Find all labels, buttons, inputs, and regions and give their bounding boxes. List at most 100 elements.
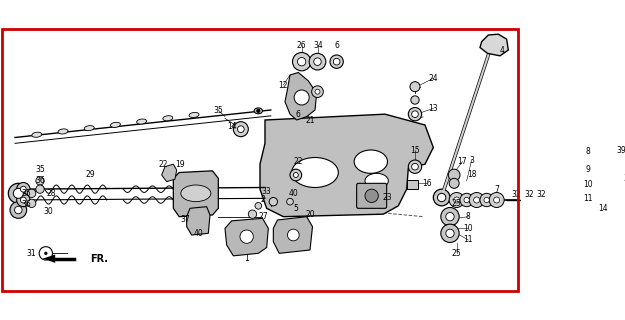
Text: 6: 6 — [334, 41, 339, 50]
Polygon shape — [162, 164, 177, 182]
Text: 23: 23 — [382, 193, 392, 202]
Circle shape — [480, 193, 493, 207]
Text: 32: 32 — [512, 190, 521, 199]
Text: 38: 38 — [624, 174, 625, 183]
Circle shape — [257, 109, 260, 113]
Text: 4: 4 — [499, 45, 504, 54]
Circle shape — [233, 122, 248, 137]
Ellipse shape — [365, 173, 388, 188]
Circle shape — [448, 169, 460, 181]
Text: 22: 22 — [159, 160, 168, 169]
Text: 36: 36 — [35, 176, 45, 185]
Circle shape — [293, 172, 298, 178]
Polygon shape — [285, 73, 317, 120]
Text: 39: 39 — [616, 146, 625, 155]
Circle shape — [592, 207, 605, 221]
Text: 25: 25 — [452, 249, 461, 258]
Circle shape — [309, 53, 326, 70]
Circle shape — [312, 86, 323, 98]
Circle shape — [576, 186, 587, 197]
Text: 40: 40 — [194, 229, 203, 238]
Polygon shape — [569, 153, 598, 178]
Circle shape — [14, 206, 22, 214]
Circle shape — [494, 197, 499, 203]
Circle shape — [433, 189, 450, 206]
Text: 34: 34 — [314, 41, 323, 50]
Circle shape — [411, 96, 419, 104]
Circle shape — [333, 58, 340, 65]
Polygon shape — [187, 207, 210, 235]
Circle shape — [17, 182, 30, 196]
Circle shape — [579, 178, 584, 183]
FancyBboxPatch shape — [357, 183, 387, 208]
Circle shape — [484, 197, 489, 203]
Circle shape — [298, 58, 306, 66]
Circle shape — [315, 89, 320, 94]
Text: 32: 32 — [524, 190, 534, 199]
Ellipse shape — [84, 125, 94, 131]
Bar — [407, 180, 418, 189]
Ellipse shape — [111, 122, 121, 127]
Circle shape — [287, 198, 293, 205]
Text: 30: 30 — [44, 207, 53, 216]
Text: FR.: FR. — [90, 254, 108, 264]
Text: 7: 7 — [494, 185, 499, 194]
Text: 10: 10 — [464, 224, 473, 233]
Text: 28: 28 — [47, 189, 56, 198]
Text: 25: 25 — [452, 199, 461, 208]
Text: 33: 33 — [262, 187, 271, 196]
Text: 5: 5 — [293, 204, 298, 213]
Text: 35: 35 — [35, 165, 45, 174]
Text: 9: 9 — [585, 165, 590, 174]
Ellipse shape — [58, 129, 68, 134]
Circle shape — [410, 82, 420, 92]
Circle shape — [39, 247, 52, 260]
Circle shape — [290, 169, 302, 181]
Text: 24: 24 — [429, 74, 438, 83]
Text: 37: 37 — [180, 215, 190, 225]
Circle shape — [620, 217, 625, 223]
Text: 8: 8 — [466, 212, 471, 221]
Ellipse shape — [32, 132, 42, 137]
Circle shape — [8, 183, 28, 203]
Circle shape — [446, 229, 454, 237]
Circle shape — [36, 177, 44, 185]
Text: 35: 35 — [214, 106, 223, 115]
Text: 22: 22 — [294, 157, 303, 166]
Circle shape — [579, 189, 584, 194]
Circle shape — [454, 197, 459, 203]
Text: 12: 12 — [279, 81, 288, 90]
Circle shape — [330, 55, 343, 68]
Text: 31: 31 — [27, 249, 36, 258]
Text: 40: 40 — [289, 189, 298, 198]
Circle shape — [292, 52, 311, 71]
Polygon shape — [173, 171, 218, 217]
Text: 2: 2 — [261, 196, 266, 204]
Circle shape — [21, 197, 26, 203]
Ellipse shape — [163, 116, 172, 121]
Polygon shape — [260, 114, 433, 217]
Text: 13: 13 — [429, 104, 438, 113]
Circle shape — [365, 189, 378, 203]
Circle shape — [255, 203, 262, 209]
Circle shape — [240, 230, 253, 243]
Polygon shape — [617, 172, 625, 197]
Circle shape — [449, 178, 459, 188]
Circle shape — [441, 224, 459, 243]
Circle shape — [446, 212, 454, 221]
Text: 18: 18 — [467, 171, 476, 180]
Circle shape — [474, 197, 479, 203]
Text: 27: 27 — [259, 212, 268, 221]
Circle shape — [596, 211, 601, 217]
Circle shape — [13, 188, 23, 198]
Text: 8: 8 — [585, 147, 590, 156]
Polygon shape — [480, 34, 508, 56]
Text: 11: 11 — [584, 194, 593, 203]
Text: 16: 16 — [422, 179, 431, 188]
Circle shape — [10, 202, 27, 218]
Circle shape — [412, 111, 418, 117]
Circle shape — [21, 186, 26, 192]
Circle shape — [579, 199, 584, 204]
Circle shape — [449, 193, 464, 207]
Polygon shape — [42, 254, 55, 263]
